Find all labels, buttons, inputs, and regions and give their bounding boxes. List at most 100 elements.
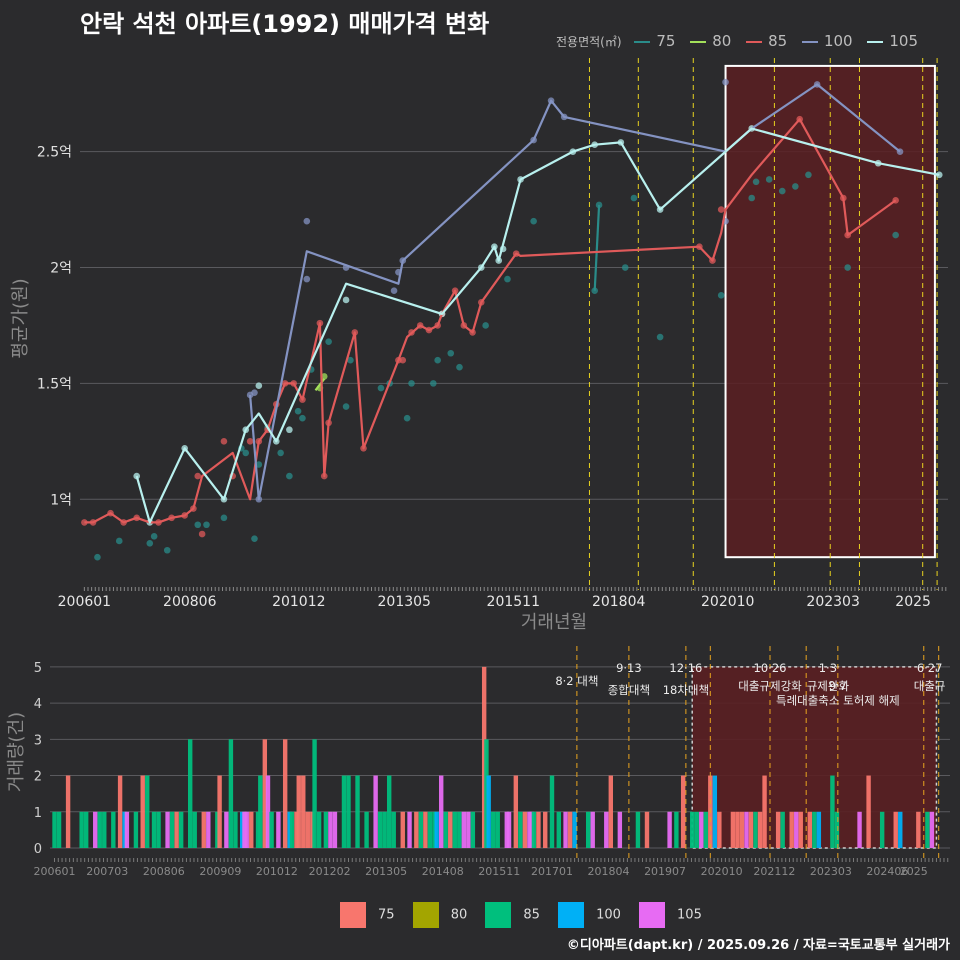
x-tick-label: 201701 xyxy=(531,865,573,878)
bar-85 xyxy=(549,775,555,848)
bar-75 xyxy=(423,811,428,848)
bar-85 xyxy=(83,811,89,848)
legend-item-75[interactable]: 75 xyxy=(634,32,675,50)
bar-85 xyxy=(228,739,234,848)
bar-75 xyxy=(400,811,405,848)
bar-85 xyxy=(386,775,392,848)
bar-105 xyxy=(527,811,532,848)
legend-title: 전용면적(㎡) xyxy=(556,35,622,49)
x-tick-label: 201907 xyxy=(644,865,686,878)
bar-75 xyxy=(294,811,299,848)
point-75 xyxy=(255,461,263,468)
point-75 xyxy=(656,333,664,341)
point-105 xyxy=(286,426,293,434)
bar-85 xyxy=(258,775,263,848)
point-85 xyxy=(198,530,206,538)
point-75 xyxy=(146,539,154,547)
bar-105 xyxy=(265,775,271,848)
legend2-item-100[interactable]: 100 xyxy=(558,902,621,928)
x-tick-label: 200806 xyxy=(163,594,217,610)
y-axis-label: 평균가(원) xyxy=(10,278,31,358)
legend2-label-100: 100 xyxy=(596,907,621,923)
y-tick-label: 2억 xyxy=(50,261,72,277)
y-tick-label: 5 xyxy=(34,661,42,676)
legend2-item-85[interactable]: 85 xyxy=(485,902,540,928)
x-tick-label: 201804 xyxy=(588,865,630,878)
bar-105 xyxy=(165,811,170,848)
bar-85 xyxy=(215,811,220,848)
bar-85 xyxy=(346,775,351,848)
legend2-item-105[interactable]: 105 xyxy=(639,902,702,928)
volume-chart: 0 1 2 3 4 5 거래량(건) 8·2 대책 9·13 종합대책 12·16 18차대책 10·2… xyxy=(6,646,950,878)
point-75 xyxy=(844,264,851,271)
bar-75 xyxy=(513,775,519,848)
bar-105 xyxy=(332,811,338,848)
legend-item-105[interactable]: 105 xyxy=(867,32,918,50)
bar-75 xyxy=(543,811,548,848)
legend-item-80[interactable]: 80 xyxy=(690,32,731,50)
bar-75 xyxy=(644,811,650,848)
bar-85 xyxy=(470,811,476,848)
point-75 xyxy=(748,194,756,202)
y-axis-label: 거래량(건) xyxy=(6,712,27,792)
legend2-box-85 xyxy=(485,902,512,928)
y-tick-label: 0 xyxy=(34,842,42,857)
point-75 xyxy=(251,535,258,542)
legend-swatch-75 xyxy=(634,40,651,43)
bar-85 xyxy=(635,811,641,848)
event-annotation: 대출규 xyxy=(914,679,946,693)
bar-105 xyxy=(206,811,211,848)
bar-105 xyxy=(504,811,509,848)
bar-85 xyxy=(269,811,274,848)
x-tick-label: 200601 xyxy=(58,594,111,610)
legend2-label-80: 80 xyxy=(450,907,468,923)
event-annotation: 특례대출축소 토허제 해제 xyxy=(776,694,900,708)
legend-item-100[interactable]: 100 xyxy=(801,32,853,50)
bar-105 xyxy=(563,811,568,848)
x-tick-label: 201511 xyxy=(487,594,540,610)
legend-item-85[interactable]: 85 xyxy=(746,32,787,50)
bar-100 xyxy=(240,811,245,848)
point-105 xyxy=(342,296,350,304)
series-line-80 xyxy=(314,378,326,391)
x-tick-label: 201202 xyxy=(309,865,351,878)
bar-85 xyxy=(491,811,496,848)
bar-85 xyxy=(531,811,537,848)
bar-75 xyxy=(65,775,71,848)
series-line-85 xyxy=(84,118,897,524)
x-tick-label: 201305 xyxy=(378,594,431,610)
bar-105 xyxy=(529,811,534,848)
legend-swatch-80 xyxy=(690,40,707,43)
legend2-label-105: 105 xyxy=(677,907,702,923)
x-tick-label: 200909 xyxy=(199,865,241,878)
bar-105 xyxy=(929,811,935,848)
point-105 xyxy=(133,472,141,480)
bar-85 xyxy=(879,811,885,848)
point-75 xyxy=(456,363,463,371)
bar-75 xyxy=(117,775,123,848)
legend2-item-80[interactable]: 80 xyxy=(412,902,468,928)
bar-75 xyxy=(201,811,206,848)
event-annotation: 8·2 대책 xyxy=(555,674,598,688)
point-75 xyxy=(347,356,354,364)
bar-85 xyxy=(556,811,561,848)
point-75 xyxy=(504,275,511,283)
point-75 xyxy=(277,449,284,457)
bar-105 xyxy=(506,811,512,848)
series-line-100 xyxy=(249,83,901,501)
y-tick-label: 4 xyxy=(34,697,42,712)
x-axis-label: 거래년월 xyxy=(521,612,587,633)
bar-85 xyxy=(97,811,102,848)
bar-75 xyxy=(866,775,871,848)
bar-75 xyxy=(174,811,179,848)
bar-85 xyxy=(316,811,322,848)
bar-75 xyxy=(730,811,736,848)
series-line-75 xyxy=(593,204,601,291)
bar-75 xyxy=(798,811,803,848)
bar-75 xyxy=(310,811,315,848)
legend-swatch-105 xyxy=(867,40,884,43)
legend2-item-75[interactable]: 75 xyxy=(340,902,395,928)
bar-75 xyxy=(789,811,794,848)
point-75 xyxy=(299,414,306,422)
